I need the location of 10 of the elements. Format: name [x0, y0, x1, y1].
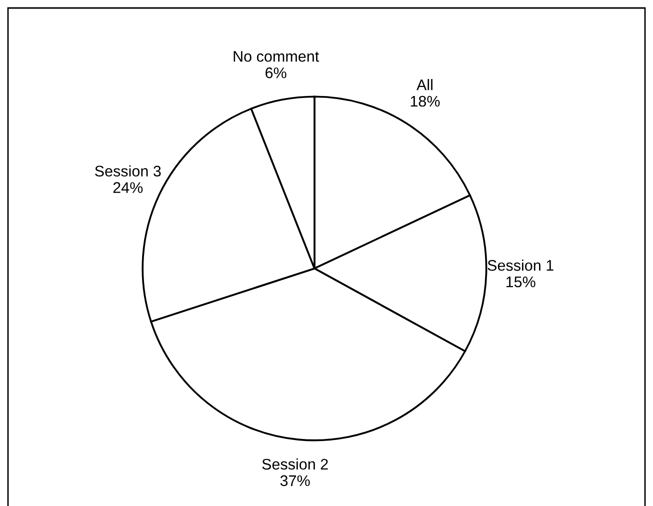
slice-label: All [416, 79, 432, 90]
data-label: 6% [266, 67, 286, 78]
slice-label: Session 3 [95, 165, 161, 177]
data-label: 18% [410, 96, 440, 107]
data-label: 37% [280, 475, 310, 486]
slice-label: Session 1 [488, 260, 554, 271]
data-label: 15% [506, 276, 536, 288]
data-label: 24% [113, 182, 143, 193]
slice-label: Session 2 [262, 458, 328, 470]
slice-label: No comment [234, 51, 320, 62]
